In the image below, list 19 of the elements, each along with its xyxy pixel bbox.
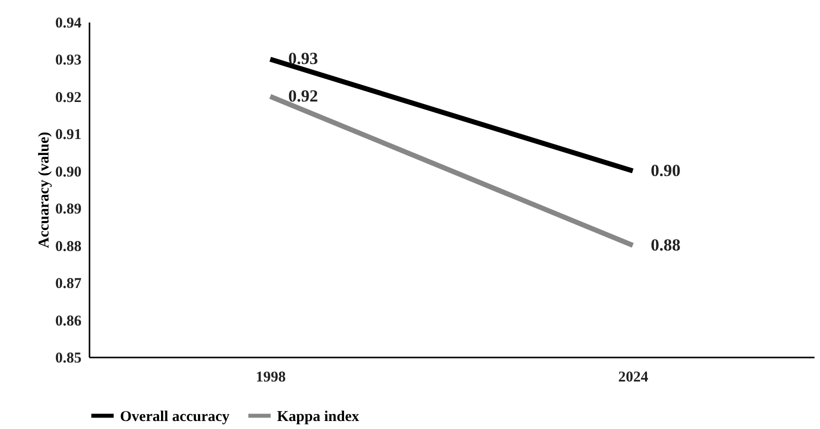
x-tick-label: 1998 (256, 370, 286, 386)
legend-label: Kappa index (277, 408, 360, 425)
y-tick-label: 0.86 (55, 313, 82, 330)
data-label: 0.92 (288, 86, 318, 106)
y-tick-label: 0.90 (55, 164, 82, 180)
y-tick-label: 0.93 (55, 52, 82, 69)
data-label: 0.88 (650, 235, 680, 254)
y-tick-label: 0.94 (55, 16, 82, 32)
data-label: 0.93 (288, 49, 318, 68)
x-tick-label: 2024 (618, 370, 649, 386)
y-tick-label: 0.88 (55, 238, 82, 255)
data-label: 0.90 (650, 160, 680, 180)
legend-label: Overall accuracy (120, 408, 230, 425)
y-tick-label: 0.89 (55, 202, 82, 218)
y-tick-label: 0.92 (55, 90, 82, 106)
y-tick-label: 0.85 (55, 350, 82, 366)
y-tick-label: 0.87 (55, 276, 82, 292)
y-axis-title: Accuaracy (value) (36, 132, 52, 248)
y-tick-label: 0.91 (55, 127, 82, 144)
